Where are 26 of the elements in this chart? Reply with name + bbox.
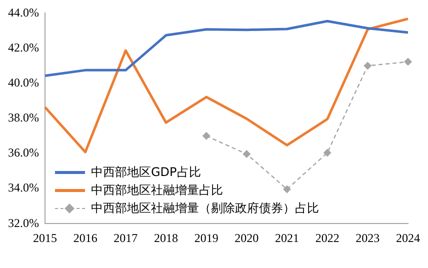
y-tick-label: 34.0% [8, 180, 39, 195]
y-tick-label: 32.0% [8, 216, 39, 230]
point [242, 150, 251, 158]
x-tick-label: 2022 [315, 230, 340, 245]
y-tick-label: 36.0% [8, 146, 39, 160]
legend-label: 中西部地区社融增量（剔除政府债券）占比 [90, 200, 319, 218]
x-tick-label: 2021 [275, 230, 299, 245]
point [323, 148, 332, 157]
legend-label: 中西部地区社融增量占比 [90, 182, 223, 200]
x-tick-label: 2023 [356, 230, 380, 245]
point [283, 185, 291, 194]
x-tick-label: 2017 [114, 230, 138, 245]
x-tick-label: 2016 [73, 230, 98, 245]
y-tick-label: 44.0% [8, 5, 39, 20]
y-tick-label: 38.0% [8, 110, 39, 125]
x-tick-label: 2018 [154, 230, 178, 245]
point [404, 58, 412, 66]
x-tick-label: 2024 [396, 230, 420, 245]
point [364, 62, 372, 70]
point [202, 132, 210, 140]
x-tick-label: 2019 [194, 230, 218, 245]
y-tick-label: 42.0% [8, 40, 39, 54]
legend-label: 中西部地区GDP占比 [90, 164, 201, 182]
x-tick-label: 2015 [32, 230, 57, 245]
x-tick-label: 2020 [234, 230, 259, 245]
y-tick-label: 40.0% [8, 75, 39, 90]
